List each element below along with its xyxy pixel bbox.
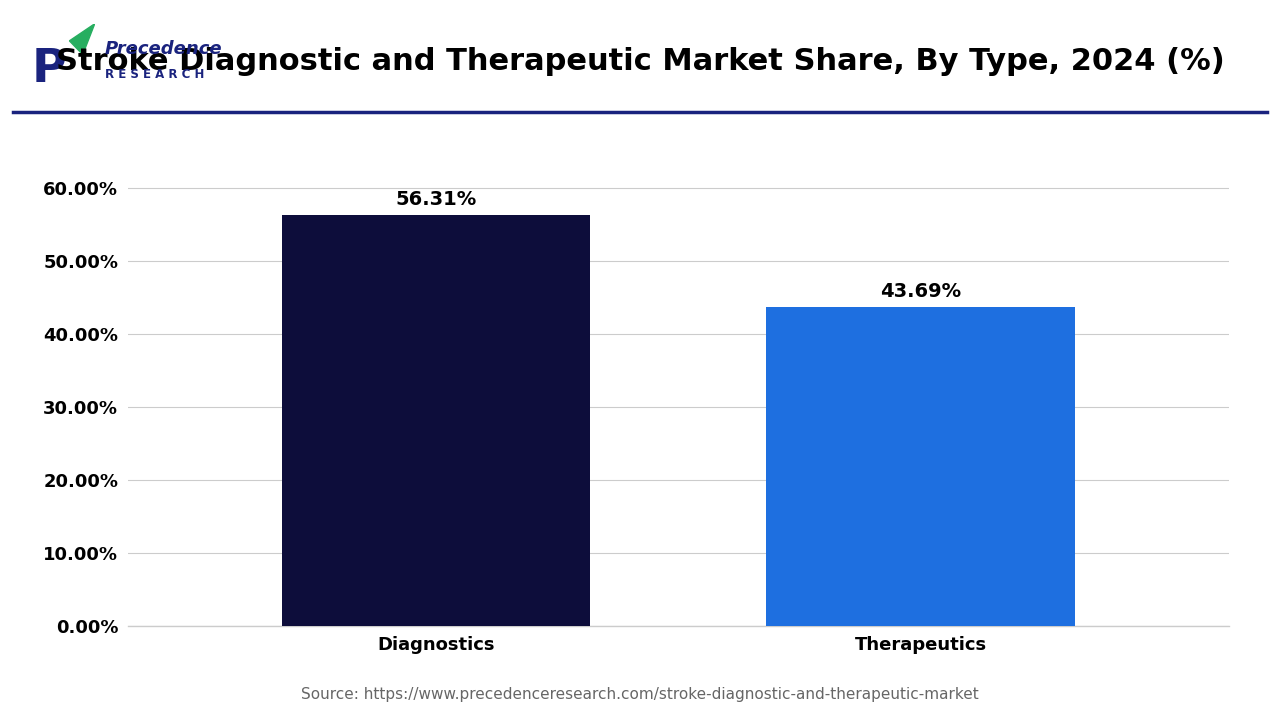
Text: Stroke Diagnostic and Therapeutic Market Share, By Type, 2024 (%): Stroke Diagnostic and Therapeutic Market…: [55, 47, 1225, 76]
Text: 43.69%: 43.69%: [881, 282, 961, 301]
Text: Source: https://www.precedenceresearch.com/stroke-diagnostic-and-therapeutic-mar: Source: https://www.precedenceresearch.c…: [301, 687, 979, 702]
Bar: [282, 215, 590, 626]
Bar: [767, 307, 1075, 626]
Text: P: P: [32, 47, 67, 92]
Text: 56.31%: 56.31%: [396, 190, 477, 209]
Text: R E S E A R C H: R E S E A R C H: [105, 68, 205, 81]
Polygon shape: [69, 24, 95, 55]
Text: Precedence: Precedence: [105, 40, 223, 58]
